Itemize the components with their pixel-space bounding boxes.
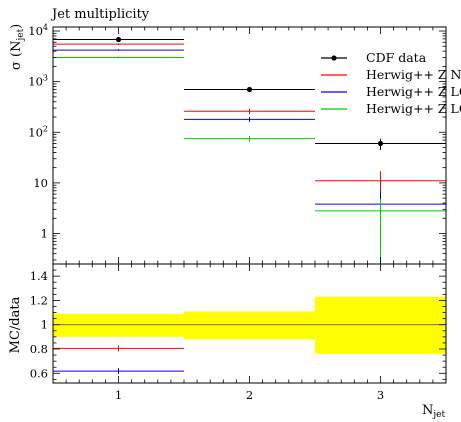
legend-label-2: Herwig++ Z LO [366, 84, 461, 99]
chart-title: Jet multiplicity [50, 7, 150, 22]
legend: CDF data Herwig++ Z NLO Herwig++ Z LO Herwi… [321, 50, 461, 116]
ratio-y-tick-label-1: 0.8 [30, 342, 48, 356]
y-tick-label-4: 1 [41, 227, 48, 241]
ratio-y-tick-label-2: 1 [41, 318, 48, 332]
y-tick-label-3: 10 [33, 176, 48, 190]
ratio-y-tick-label-0: 0.6 [30, 366, 48, 380]
ratio-y-tick-label-3: 1.2 [30, 293, 48, 307]
legend-marker-0 [331, 55, 337, 61]
x-axis-label: Njet [422, 403, 445, 420]
y-tick-label-0: 104 [28, 23, 48, 38]
legend-label-3: Herwig++ Z LO [366, 101, 461, 116]
data-point-1 [115, 36, 122, 43]
ratio-band-bin-3 [315, 296, 446, 354]
legend-label-0: CDF data [366, 50, 427, 65]
y-tick-label-2: 102 [28, 124, 48, 139]
legend-label-1: Herwig++ Z NLO [366, 67, 461, 82]
ratio-band-bin-2 [184, 311, 315, 340]
x-tick-label-3: 3 [377, 388, 384, 402]
legend-entries: CDF data Herwig++ Z NLO Herwig++ Z LO Herwi… [321, 50, 461, 116]
x-tick-label-2: 2 [246, 388, 253, 402]
ratio-band-bin-1 [53, 313, 184, 337]
y-tick-label-1: 103 [28, 74, 48, 89]
y-axis-label: σ (Njet) [9, 24, 26, 70]
ratio-y-tick-label-4: 1.4 [30, 269, 48, 283]
data-point-2 [246, 86, 253, 93]
x-tick-label-1: 1 [115, 388, 122, 402]
ratio-y-axis-label: MC/data [8, 296, 23, 353]
ratio-plot: 0.6 0.8 1 1.2 1.4 1 2 3 [30, 263, 447, 402]
data-point-3 [377, 140, 384, 147]
